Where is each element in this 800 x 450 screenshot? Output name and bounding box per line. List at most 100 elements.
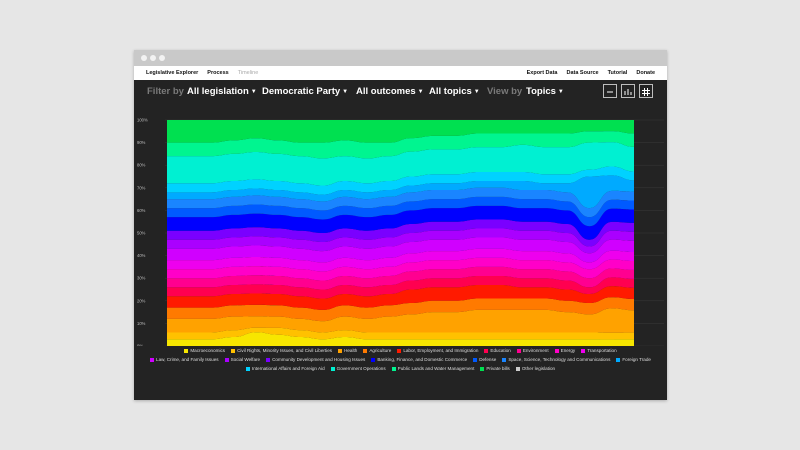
legend-item[interactable]: Macroeconomics [184, 348, 225, 353]
window-dot-icon[interactable] [150, 55, 156, 61]
y-tick-label: 50% [137, 231, 146, 236]
legend-swatch [363, 348, 368, 353]
area-series[interactable] [167, 187, 634, 218]
y-tick-label: 60% [137, 208, 146, 213]
legend-label: Macroeconomics [190, 348, 226, 353]
legislation-dropdown[interactable]: All legislation ▼ [187, 86, 257, 97]
outcomes-value: All outcomes [356, 86, 416, 97]
legend-item[interactable]: Social Welfare [224, 357, 260, 362]
area-series[interactable] [167, 175, 634, 209]
view-by-label: View by [487, 86, 523, 97]
legend-label: Other legislation [521, 366, 556, 371]
legend-item[interactable]: Space, Science, Technology and Communica… [502, 357, 610, 362]
y-tick-label: 40% [137, 253, 146, 258]
legend-swatch [338, 348, 343, 353]
area-series[interactable] [167, 142, 634, 186]
area-series[interactable] [167, 205, 634, 240]
nav-donate[interactable]: Donate [636, 70, 655, 76]
legend-swatch [616, 357, 621, 362]
legend-item[interactable]: Other legislation [515, 366, 556, 371]
area-series[interactable] [167, 327, 634, 340]
nav-export-data[interactable]: Export Data [526, 70, 558, 76]
window-dot-icon[interactable] [141, 55, 147, 61]
y-tick-label: 80% [137, 163, 146, 168]
area-series[interactable] [167, 219, 634, 247]
nav-timeline[interactable]: Timeline [237, 70, 259, 76]
area-series[interactable] [167, 308, 634, 333]
y-tick-label: 30% [137, 276, 146, 281]
legend-swatch [266, 357, 271, 362]
topics-value: All topics [429, 86, 472, 97]
legend-item[interactable]: Transportation [581, 348, 617, 353]
legend-label: International Affairs and Foreign Aid [251, 366, 325, 371]
minus-button[interactable] [603, 84, 617, 98]
legend-item[interactable]: Foreign Trade [616, 357, 651, 362]
area-series[interactable] [167, 248, 634, 272]
nav-legislative-explorer[interactable]: Legislative Explorer [146, 70, 199, 76]
area-series[interactable] [167, 266, 634, 290]
chevron-down-icon: ▼ [473, 89, 480, 95]
chevron-down-icon: ▼ [557, 89, 564, 95]
legend-swatch [502, 357, 507, 362]
legend-item[interactable]: Environment [516, 348, 549, 353]
y-tick-label: 0% [137, 344, 143, 347]
chart-legend: Macroeconomics Civil Rights, Minority Iss… [134, 348, 667, 375]
area-series[interactable] [167, 297, 634, 322]
area-series[interactable] [167, 332, 634, 346]
grid-button[interactable] [639, 84, 653, 98]
window-dot-icon[interactable] [159, 55, 165, 61]
area-series[interactable] [167, 120, 634, 143]
area-series[interactable] [167, 284, 634, 310]
legend-swatch [554, 348, 559, 353]
view-value: Topics [526, 86, 556, 97]
legend-item[interactable]: Agriculture [363, 348, 391, 353]
legend-item[interactable]: Civil Rights, Minority Issues, and Civil… [231, 348, 332, 353]
view-dropdown[interactable]: Topics ▼ [526, 86, 564, 97]
legend-item[interactable]: Law, Crime, and Family Issues [150, 357, 219, 362]
topics-dropdown[interactable]: All topics ▼ [429, 86, 480, 97]
outcomes-dropdown[interactable]: All outcomes ▼ [356, 86, 424, 97]
party-dropdown[interactable]: Democratic Party ▼ [262, 86, 348, 97]
legend-label: Public Lands and Water Management [397, 366, 475, 371]
legend-item[interactable]: Government Operations [330, 366, 386, 371]
app-window: Legislative Explorer Process Timeline Ex… [134, 50, 667, 400]
area-series[interactable] [167, 166, 634, 195]
area-series[interactable] [167, 257, 634, 281]
legend-label: Health [344, 348, 358, 353]
legend-label: Agriculture [369, 348, 392, 353]
area-series[interactable] [167, 228, 634, 254]
legend-label: Community Development and Housing Issues [272, 357, 366, 362]
legend-swatch [371, 357, 376, 362]
legend-label: Law, Crime, and Family Issues [156, 357, 219, 362]
legend-item[interactable]: Labor, Employment, and Immigration [397, 348, 478, 353]
nav-tutorial[interactable]: Tutorial [607, 70, 628, 76]
bar-chart-button[interactable] [621, 84, 635, 98]
legend-item[interactable]: Community Development and Housing Issues [266, 357, 365, 362]
legend-swatch [184, 348, 189, 353]
area-series[interactable] [167, 131, 634, 159]
legend-swatch [391, 366, 396, 371]
legend-row: International Affairs and Foreign Aid Gov… [134, 366, 667, 371]
legend-item[interactable]: Public Lands and Water Management [391, 366, 475, 371]
area-series[interactable] [167, 237, 634, 263]
legend-item[interactable]: International Affairs and Foreign Aid [245, 366, 325, 371]
legend-item[interactable]: Energy [554, 348, 575, 353]
legend-swatch [224, 357, 229, 362]
legend-item[interactable]: Health [338, 348, 357, 353]
nav-data-source[interactable]: Data Source [566, 70, 599, 76]
nav-process[interactable]: Process [207, 70, 229, 76]
legend-item[interactable]: Education [484, 348, 511, 353]
legend-label: Government Operations [336, 366, 386, 371]
grid-icon [642, 88, 650, 96]
legend-swatch [245, 366, 250, 371]
legend-row: Law, Crime, and Family Issues Social Welf… [134, 357, 667, 362]
area-series[interactable] [167, 196, 634, 227]
area-series[interactable] [167, 275, 634, 299]
legend-label: Education [490, 348, 511, 353]
legend-item[interactable]: Private bills [480, 366, 510, 371]
party-value: Democratic Party [262, 86, 341, 97]
legend-item[interactable]: Banking, Finance, and Domestic Commerce [371, 357, 467, 362]
legend-item[interactable]: Defense [473, 357, 496, 362]
y-tick-label: 100% [137, 118, 148, 123]
legend-label: Civil Rights, Minority Issues, and Civil… [237, 348, 333, 353]
